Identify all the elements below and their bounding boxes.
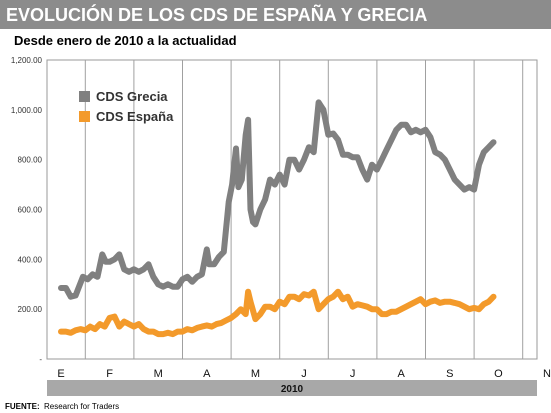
y-tick-label: 1,200.00 — [11, 56, 43, 65]
y-tick-label: 1,000.00 — [11, 106, 43, 115]
x-tick-label: O — [494, 368, 503, 380]
x-tick-label: J — [301, 368, 307, 380]
source-label: FUENTE: — [5, 402, 40, 411]
x-tick-label: F — [106, 368, 113, 380]
x-tick-label: J — [350, 368, 356, 380]
x-tick-label: A — [398, 368, 406, 380]
legend-swatch-espana — [79, 111, 90, 122]
y-tick-label: - — [39, 355, 42, 364]
y-tick-label: 400.00 — [18, 255, 43, 264]
series-line-espana — [58, 288, 497, 338]
series-line-grecia — [58, 99, 497, 300]
title-bar — [0, 0, 551, 29]
year-band — [47, 380, 537, 396]
legend-swatch-grecia — [79, 91, 90, 102]
x-tick-label: S — [446, 368, 453, 380]
x-tick-label: M — [154, 368, 163, 380]
legend: CDS Grecia CDS España — [79, 89, 174, 124]
legend-label-espana: CDS España — [96, 109, 174, 124]
x-tick-label: M — [251, 368, 260, 380]
y-tick-label: 600.00 — [18, 206, 43, 215]
x-tick-label: N — [543, 368, 551, 380]
chart-title: EVOLUCIÓN DE LOS CDS DE ESPAÑA Y GRECIA — [6, 4, 427, 25]
y-axis-ticks: - 200.00 400.00 600.00 800.00 1,000.00 1,200.0… — [11, 56, 43, 364]
x-tick-label: A — [203, 368, 211, 380]
chart-subtitle: Desde enero de 2010 a la actualidad — [14, 33, 237, 48]
plot-frame — [46, 59, 538, 360]
y-tick-label: 200.00 — [18, 305, 43, 314]
series-lines — [58, 99, 497, 338]
legend-label-grecia: CDS Grecia — [96, 89, 168, 104]
year-label: 2010 — [281, 384, 304, 395]
x-tick-label: E — [57, 368, 64, 380]
source-text: Research for Traders — [44, 402, 119, 411]
y-tick-label: 800.00 — [18, 156, 43, 165]
